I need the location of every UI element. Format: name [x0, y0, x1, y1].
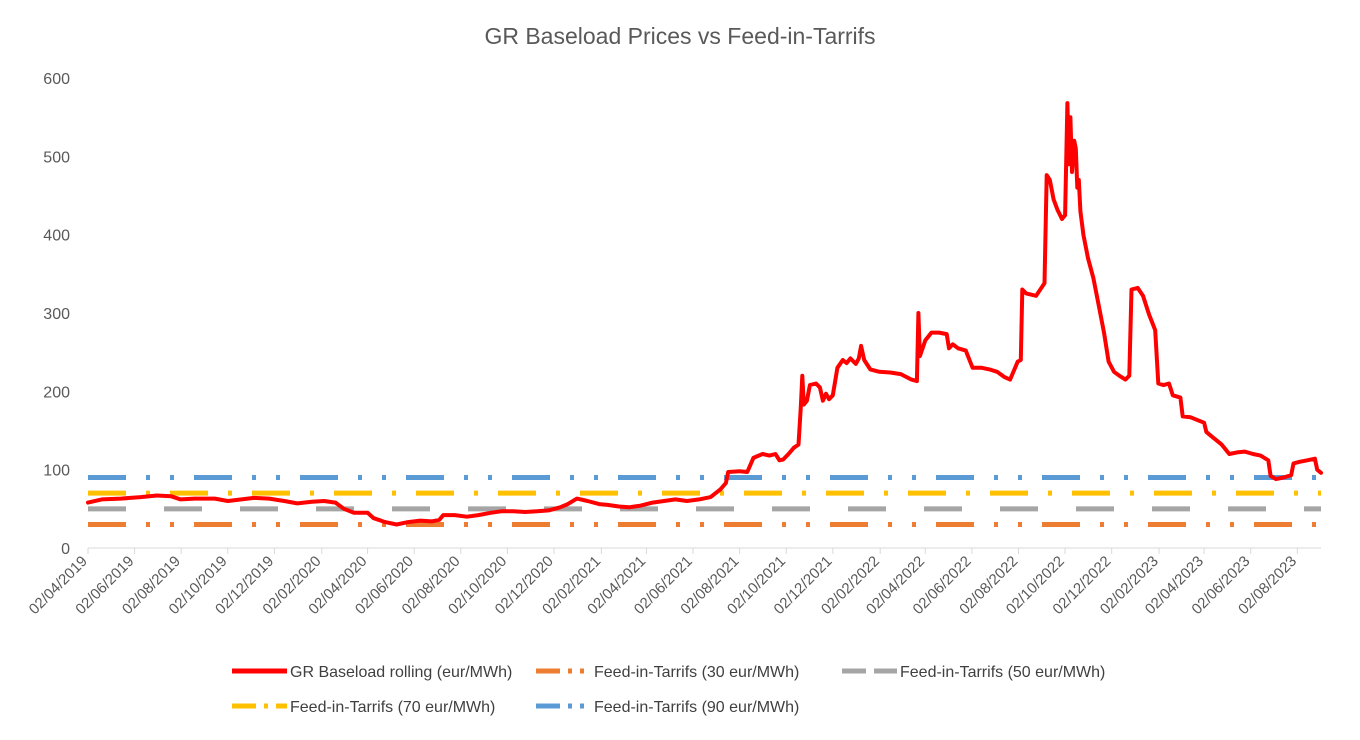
- y-tick-label: 100: [43, 463, 70, 480]
- series-layer: [86, 101, 1323, 527]
- legend-label: Feed-in-Tarrifs (30 eur/MWh): [594, 664, 799, 681]
- x-axis: 02/04/201902/06/201902/08/201902/10/2019…: [26, 547, 1321, 618]
- series-line: [86, 101, 1323, 527]
- y-tick-label: 400: [43, 228, 70, 245]
- legend-label: Feed-in-Tarrifs (50 eur/MWh): [900, 664, 1105, 681]
- chart-title: GR Baseload Prices vs Feed-in-Tarrifs: [484, 23, 875, 49]
- y-tick-label: 500: [43, 149, 70, 166]
- legend: GR Baseload rolling (eur/MWh) Feed-in-Tar…: [232, 664, 1105, 716]
- y-axis: 0 100 200 300 400 500 600: [43, 71, 70, 558]
- y-tick-label: 200: [43, 384, 70, 401]
- y-tick-label: 300: [43, 306, 70, 323]
- legend-label: Feed-in-Tarrifs (90 eur/MWh): [594, 699, 799, 716]
- legend-label: Feed-in-Tarrifs (70 eur/MWh): [290, 699, 495, 716]
- legend-label: GR Baseload rolling (eur/MWh): [290, 664, 512, 681]
- y-tick-label: 0: [61, 541, 70, 558]
- y-tick-label: 600: [43, 71, 70, 88]
